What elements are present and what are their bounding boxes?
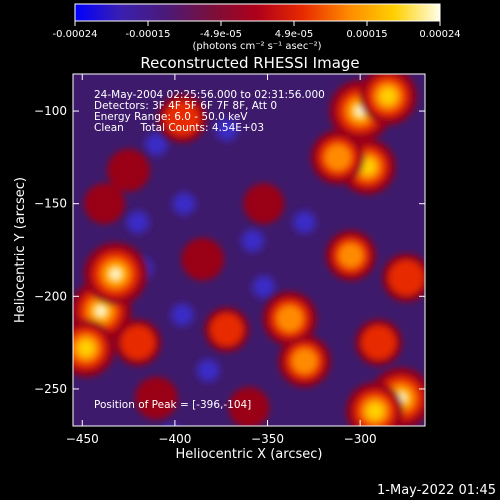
colorbar-ticks — [74, 21, 441, 26]
hot-spot — [366, 403, 384, 420]
x-tick-label: −300 — [344, 432, 377, 446]
x-tick-label: −450 — [66, 432, 99, 446]
cold-spot — [145, 133, 168, 156]
hot-spot — [389, 260, 424, 296]
hot-spot — [107, 149, 150, 192]
axis-ticks — [73, 74, 425, 426]
hot-spot — [210, 313, 243, 346]
colorbar-tick-label: -4.9e-05 — [200, 29, 242, 40]
heatmap-area — [73, 74, 425, 426]
cold-spot — [197, 359, 220, 382]
chart-title: Reconstructed RHESSI Image — [140, 54, 359, 72]
cold-spot — [215, 118, 238, 141]
colorbar-tick-label: 0.00015 — [346, 29, 387, 40]
cold-spot — [252, 275, 275, 299]
hot-spot — [96, 306, 106, 316]
y-tick-label: −200 — [34, 289, 67, 303]
colorbar — [74, 3, 441, 22]
colorbar-tick-label: -0.00024 — [53, 29, 98, 40]
colorbar-tick-label: -0.00015 — [126, 29, 171, 40]
hot-spot — [228, 387, 270, 426]
hot-spot — [164, 101, 200, 136]
hot-spot — [111, 269, 121, 279]
hot-spot — [276, 305, 303, 332]
x-tick-label: −400 — [158, 432, 191, 446]
y-axis-title: Heliocentric Y (arcsec) — [13, 177, 28, 323]
cold-spot — [171, 303, 194, 326]
hot-spot — [181, 237, 224, 281]
y-tick-label: −250 — [34, 382, 67, 396]
axis-tick-labels: −450 −400 −350 −300 −250 −200 −150 −100 — [34, 104, 377, 446]
colorbar-tick-label: 4.9e-05 — [275, 29, 313, 40]
x-tick-label: −350 — [251, 432, 284, 446]
overlay-algorithm-counts: Clean Total Counts: 4.54E+03 — [94, 122, 264, 134]
overlay-peak-position: Position of Peak = [-396,-104] — [94, 399, 251, 411]
hot-regions — [73, 74, 425, 426]
hot-spot — [121, 325, 155, 360]
overlay-energy-range: Energy Range: 6.0 - 50.0 keV — [94, 111, 248, 123]
cold-spot — [126, 211, 149, 234]
hot-spot — [325, 144, 351, 171]
hot-spot — [84, 183, 125, 225]
x-axis-title: Heliocentric X (arcsec) — [176, 447, 323, 462]
y-tick-label: −150 — [34, 197, 67, 211]
hot-spot — [362, 325, 396, 360]
hot-spot — [135, 376, 178, 420]
colorbar-units: (photons cm⁻² s⁻¹ asec⁻²) — [192, 41, 321, 52]
footer-timestamp: 1-May-2022 01:45 — [377, 483, 496, 498]
y-tick-label: −100 — [34, 104, 67, 118]
cold-spot — [173, 192, 196, 215]
colorbar-tick-label: 0.00024 — [419, 29, 460, 40]
plot-frame — [72, 73, 426, 427]
hot-spot — [338, 243, 363, 268]
overlay-time-range: 24-May-2004 02:25:56.000 to 02:31:56.000 — [94, 89, 325, 101]
colorbar-tick-labels: -0.00024 -0.00015 -4.9e-05 4.9e-05 0.00015 0.… — [53, 29, 461, 40]
hot-spot — [292, 348, 318, 374]
cold-spot — [241, 229, 264, 252]
hot-spot — [243, 183, 285, 225]
cold-spot — [293, 211, 316, 234]
hot-spot — [379, 88, 396, 105]
hot-spot — [77, 340, 95, 357]
overlay-detectors: Detectors: 3F 4F 5F 6F 7F 8F, Att 0 — [94, 100, 277, 112]
